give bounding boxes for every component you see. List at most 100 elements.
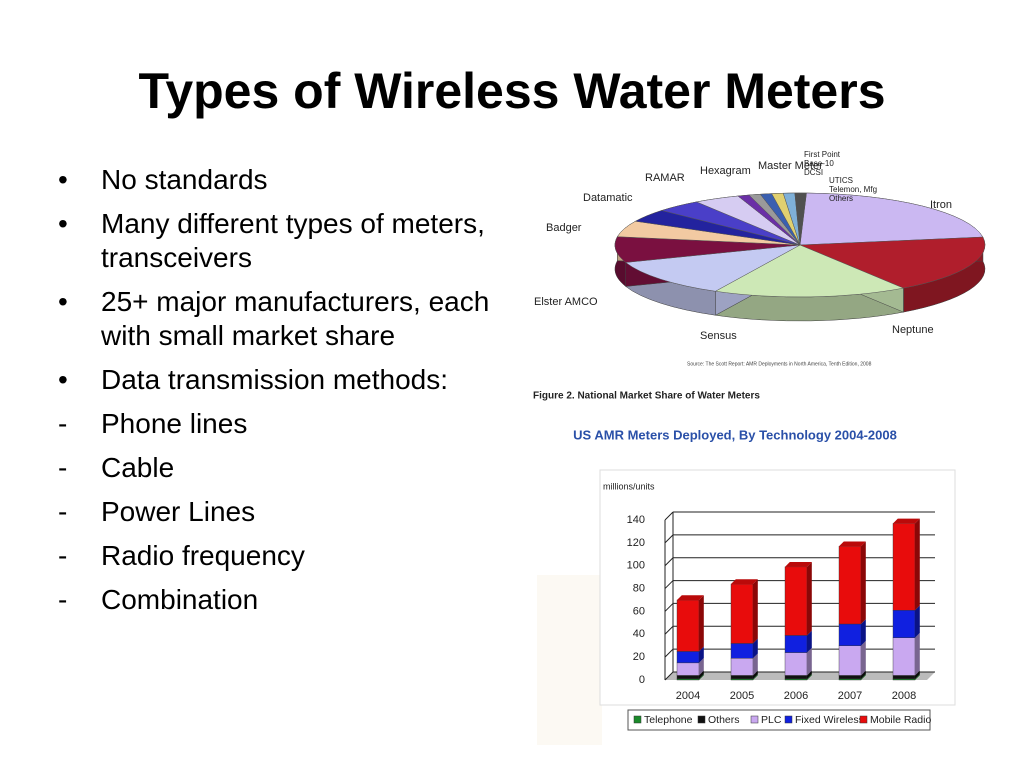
bullet-marker: - bbox=[58, 408, 68, 439]
bar-segment bbox=[784, 635, 808, 653]
pie-label: First Point bbox=[804, 150, 841, 159]
bullet-text: Power Lines bbox=[101, 496, 256, 527]
legend-label: Telephone bbox=[644, 714, 693, 726]
x-tick-label: 2004 bbox=[676, 690, 700, 702]
legend-label: Fixed Wireless bbox=[795, 714, 864, 726]
bullet-text: No standards bbox=[101, 164, 268, 195]
bar-segment-side bbox=[915, 605, 920, 638]
pie-label: Telemon, Mfg bbox=[829, 185, 877, 194]
pie-label: Badger bbox=[546, 222, 582, 234]
grid-line-side bbox=[664, 511, 674, 521]
y-tick-label: 120 bbox=[627, 537, 645, 549]
y-tick-label: 20 bbox=[633, 651, 645, 663]
grid-line-side bbox=[664, 603, 674, 612]
x-tick-label: 2008 bbox=[892, 690, 916, 702]
bar-segment bbox=[784, 566, 808, 636]
bullet-item: • Data transmission methods: bbox=[58, 363, 503, 397]
grid-line-side bbox=[664, 580, 674, 589]
bar-segment bbox=[784, 652, 808, 676]
bar-segment bbox=[892, 675, 916, 680]
bullet-text: Many different types of meters, transcei… bbox=[101, 208, 485, 273]
bullet-marker: - bbox=[58, 452, 68, 483]
grid-line-side bbox=[664, 648, 674, 658]
bullet-item: • 25+ major manufacturers, each with smal… bbox=[58, 285, 503, 353]
bullet-text: Radio frequency bbox=[101, 540, 305, 571]
y-axis-label: millions/units bbox=[603, 481, 655, 491]
bullet-marker: • bbox=[58, 164, 68, 195]
pie-label: Datamatic bbox=[583, 192, 633, 204]
bar-segment-side bbox=[807, 647, 812, 676]
bar-segment-side bbox=[915, 670, 920, 679]
bar-segment-side bbox=[753, 653, 758, 676]
bar-top bbox=[677, 595, 704, 600]
bullet-text: Data transmission methods: bbox=[101, 364, 449, 395]
bar-segment bbox=[838, 675, 862, 680]
pie-label: UTICS bbox=[829, 176, 853, 185]
bar-top bbox=[731, 579, 758, 584]
bar-segment bbox=[676, 662, 700, 676]
pie-label: RAMAR bbox=[645, 172, 685, 184]
x-tick-label: 2006 bbox=[784, 690, 808, 702]
bar-segment-side bbox=[861, 541, 866, 624]
legend-label: Mobile Radio bbox=[870, 714, 931, 726]
bar-segment-side bbox=[807, 670, 812, 679]
pie-label: DCSI bbox=[804, 168, 823, 177]
bullet-marker: • bbox=[58, 208, 68, 239]
bullet-marker: - bbox=[58, 496, 68, 527]
bullet-item: - Combination bbox=[58, 583, 503, 617]
bar-segment-side bbox=[915, 674, 920, 680]
bar-segment bbox=[730, 658, 754, 676]
bar-segment-side bbox=[807, 562, 812, 636]
bar-segment bbox=[892, 523, 916, 611]
bar-segment-side bbox=[753, 579, 758, 644]
bar-top bbox=[785, 562, 812, 567]
y-tick-label: 0 bbox=[639, 674, 645, 686]
bar-segment-side bbox=[807, 674, 812, 680]
grid-line-side bbox=[664, 534, 674, 544]
bar-top bbox=[839, 541, 866, 547]
bar-segment-side bbox=[861, 670, 866, 679]
bar-segment bbox=[838, 546, 862, 625]
bar-segment bbox=[838, 645, 862, 676]
bar-top bbox=[893, 518, 920, 524]
legend-label: PLC bbox=[761, 714, 782, 726]
bar-segment-side bbox=[699, 646, 704, 663]
pie-slice bbox=[799, 192, 984, 246]
legend-swatch bbox=[633, 715, 642, 724]
bullet-item: • No standards bbox=[58, 163, 503, 197]
bar-chart-title: US AMR Meters Deployed, By Technology 20… bbox=[573, 427, 897, 442]
bar-segment bbox=[676, 675, 700, 680]
legend-box bbox=[627, 709, 931, 731]
pie-label: Elster AMCO bbox=[534, 296, 598, 308]
bar-segment-side bbox=[807, 630, 812, 653]
x-tick-label: 2005 bbox=[730, 690, 754, 702]
y-tick-label: 60 bbox=[633, 605, 645, 617]
bar-segment bbox=[676, 651, 700, 664]
bar-segment-side bbox=[915, 632, 920, 676]
x-tick-label: 2007 bbox=[838, 690, 862, 702]
bar-segment bbox=[838, 623, 862, 646]
bullet-text: 25+ major manufacturers, each with small… bbox=[101, 286, 490, 351]
pie-slice bbox=[794, 192, 807, 246]
bullet-list: • No standards • Many different types of me… bbox=[58, 163, 503, 627]
bar-segment bbox=[730, 583, 754, 644]
pie-label: Hexagram bbox=[700, 165, 751, 177]
grid-line-side bbox=[664, 625, 674, 635]
slide-title: Types of Wireless Water Meters bbox=[138, 63, 886, 119]
bar-segment-side bbox=[753, 670, 758, 679]
bar-segment bbox=[676, 599, 700, 652]
bullet-text: Combination bbox=[101, 584, 259, 615]
pie-label: Itron bbox=[930, 199, 952, 211]
bar-segment bbox=[892, 637, 916, 676]
bar-segment-side bbox=[699, 595, 704, 652]
bar-segment-side bbox=[915, 518, 920, 611]
grid-line-side bbox=[664, 557, 674, 567]
pie-label: Base-10 bbox=[804, 159, 834, 168]
bar-segment-side bbox=[753, 638, 758, 659]
bar-segment bbox=[730, 675, 754, 680]
bullet-text: Cable bbox=[101, 452, 175, 483]
bullet-marker: • bbox=[58, 286, 68, 317]
pie-label: Others bbox=[829, 194, 853, 203]
